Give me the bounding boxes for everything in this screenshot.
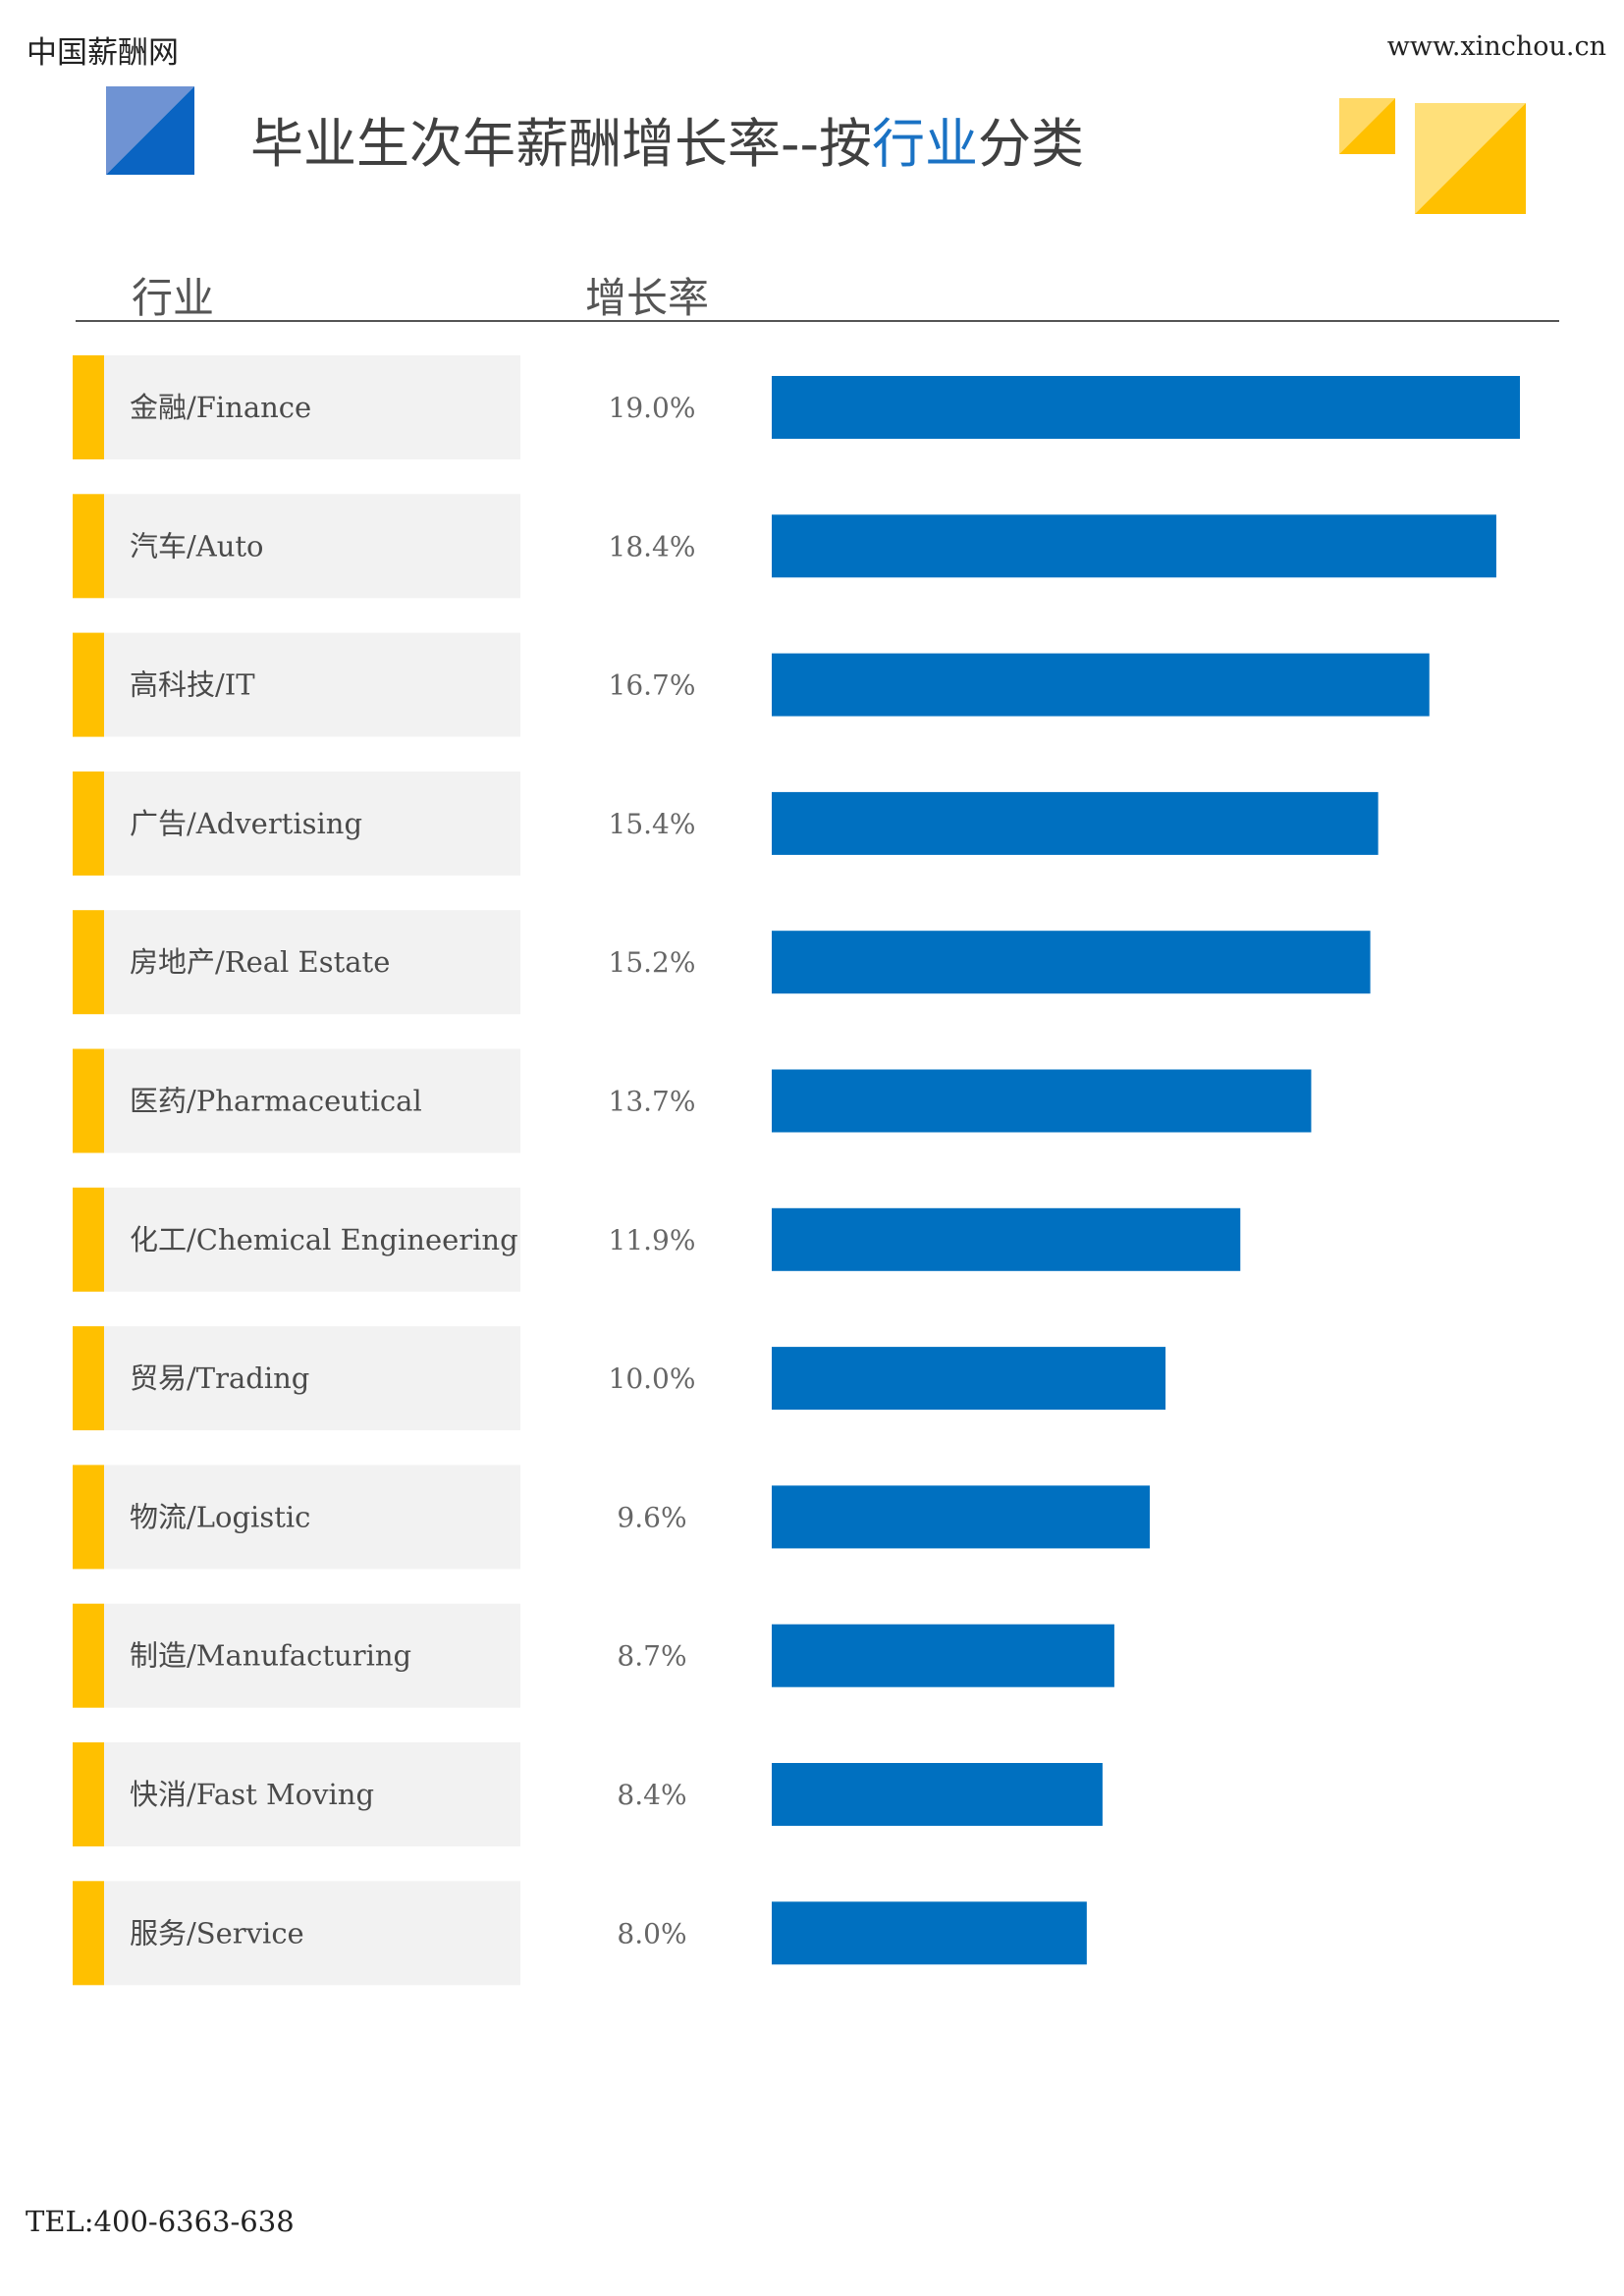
category-label: 化工/Chemical Engineering: [130, 1223, 518, 1256]
website-url: www.xinchou.cn: [1386, 31, 1606, 62]
row-accent-bar: [73, 355, 104, 459]
row-label-background: [104, 1326, 520, 1431]
header-divider: [76, 320, 1559, 322]
row-label-background: [104, 1465, 520, 1570]
title-part-1: 毕业生次年薪酬增长率--按: [250, 113, 872, 175]
row-label-background: [104, 494, 520, 599]
decor-squares-yellow: [1339, 98, 1526, 214]
value-label: 13.7%: [609, 1086, 696, 1118]
value-label: 9.6%: [617, 1501, 686, 1533]
category-label: 服务/Service: [130, 1916, 304, 1949]
row-accent-bar: [73, 1048, 104, 1153]
row-label-background: [104, 1881, 520, 1986]
value-label: 10.0%: [609, 1362, 696, 1395]
row-label-background: [104, 1187, 520, 1292]
column-header-rate: 增长率: [585, 274, 710, 322]
category-label: 房地产/Real Estate: [130, 945, 390, 979]
row-accent-bar: [73, 910, 104, 1015]
row-label-background: [104, 355, 520, 459]
bar: [772, 1624, 1114, 1687]
category-label: 广告/Advertising: [130, 807, 362, 840]
value-label: 8.4%: [617, 1779, 686, 1811]
bar: [772, 1763, 1103, 1826]
category-label: 金融/Finance: [130, 391, 311, 424]
bar: [772, 1485, 1151, 1549]
row-label-background: [104, 1742, 520, 1846]
value-label: 16.7%: [609, 669, 696, 702]
page-title: 毕业生次年薪酬增长率--按行业分类: [250, 100, 1084, 178]
row-label-background: [104, 1603, 520, 1708]
value-label: 8.0%: [617, 1917, 686, 1949]
category-label: 贸易/Trading: [130, 1362, 309, 1395]
title-part-3: 分类: [977, 113, 1084, 175]
row-label-background: [104, 771, 520, 876]
title-highlight: 行业: [871, 113, 978, 175]
value-label: 15.4%: [609, 808, 696, 840]
row-accent-bar: [73, 494, 104, 599]
bar: [772, 1207, 1241, 1271]
footer-tel: TEL:400-6363-638: [26, 2205, 295, 2238]
bar: [772, 791, 1379, 855]
row-label-background: [104, 1048, 520, 1153]
category-label: 快消/Fast Moving: [130, 1778, 374, 1811]
bar: [772, 931, 1371, 994]
row-accent-bar: [73, 1465, 104, 1570]
category-label: 高科技/IT: [130, 668, 255, 702]
category-label: 物流/Logistic: [130, 1500, 310, 1533]
row-accent-bar: [73, 771, 104, 876]
brand-name: 中国薪酬网: [27, 35, 179, 71]
bar: [772, 1347, 1166, 1411]
bar: [772, 653, 1430, 717]
value-label: 8.7%: [617, 1640, 686, 1673]
bar: [772, 514, 1496, 578]
category-label: 医药/Pharmaceutical: [130, 1085, 422, 1118]
row-accent-bar: [73, 1187, 104, 1292]
row-accent-bar: [73, 1881, 104, 1986]
bar: [772, 376, 1520, 439]
decor-square-blue: [106, 86, 194, 175]
row-accent-bar: [73, 1326, 104, 1431]
row-label-background: [104, 632, 520, 737]
category-label: 汽车/Auto: [130, 529, 264, 562]
row-accent-bar: [73, 1742, 104, 1846]
value-label: 11.9%: [609, 1224, 696, 1256]
bar: [772, 1901, 1087, 1965]
row-accent-bar: [73, 1603, 104, 1708]
bar: [772, 1069, 1312, 1133]
value-label: 19.0%: [609, 392, 696, 424]
row-accent-bar: [73, 632, 104, 737]
column-header-industry: 行业: [132, 274, 215, 322]
category-label: 制造/Manufacturing: [130, 1639, 411, 1673]
value-label: 18.4%: [609, 530, 696, 562]
value-label: 15.2%: [609, 946, 696, 979]
row-label-background: [104, 910, 520, 1015]
